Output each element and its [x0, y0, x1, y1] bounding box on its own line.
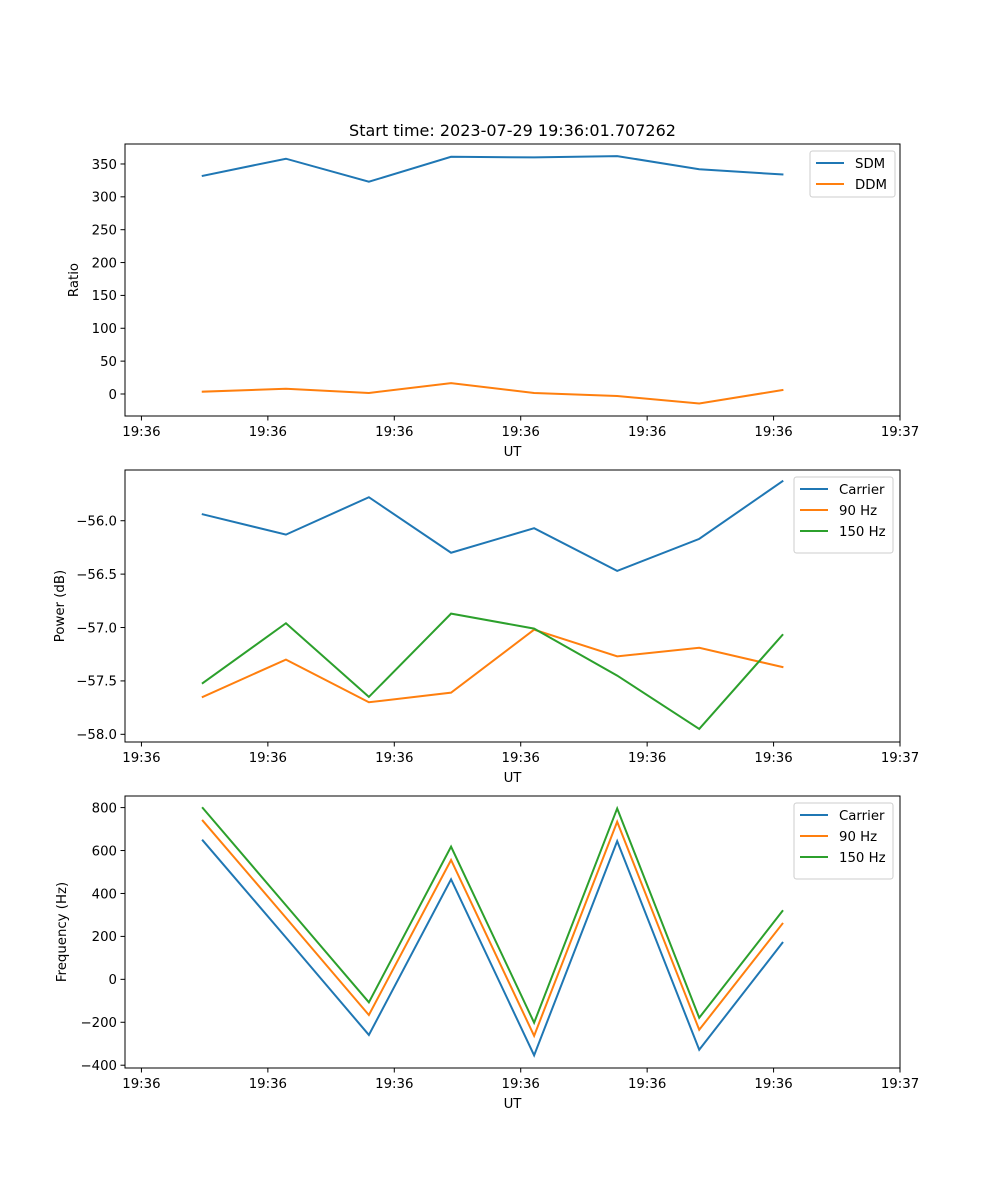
- x-tick-label: 19:36: [249, 425, 287, 440]
- x-tick-label: 19:36: [502, 751, 540, 766]
- y-tick-label: 300: [92, 191, 117, 206]
- series-line-carrier: [201, 838, 784, 1058]
- legend-label: DDM: [855, 178, 887, 193]
- y-tick-label: 50: [100, 355, 117, 370]
- x-tick-label: 19:36: [628, 751, 666, 766]
- legend-box: [793, 802, 894, 880]
- x-tick-label: 19:36: [502, 1077, 540, 1092]
- y-tick-label: −57.5: [76, 675, 117, 690]
- series-line-carrier: [201, 479, 784, 573]
- legend-label: Carrier: [839, 809, 885, 824]
- y-axis-label: Power (dB): [53, 570, 68, 642]
- x-tick-label: 19:36: [249, 1077, 287, 1092]
- x-tick-label: 19:36: [375, 1077, 413, 1092]
- x-tick-label: 19:36: [375, 751, 413, 766]
- y-tick-label: 0: [109, 973, 117, 988]
- y-tick-label: 100: [92, 322, 117, 337]
- x-tick-label: 19:37: [881, 751, 919, 766]
- y-tick-label: −400: [80, 1059, 117, 1074]
- legend: SDM DDM: [809, 150, 896, 198]
- y-tick-label: 150: [92, 289, 117, 304]
- x-tick-label: 19:36: [754, 425, 792, 440]
- x-tick-label: 19:36: [754, 1077, 792, 1092]
- x-axis-label: UT: [504, 445, 523, 460]
- y-tick-label: −58.0: [76, 728, 117, 743]
- axes-frame: [124, 143, 901, 417]
- x-tick-label: 19:36: [628, 1077, 666, 1092]
- series-line-ddm: [201, 382, 784, 405]
- legend: Carrier 90 Hz 150 Hz: [793, 802, 894, 880]
- series-line-90-hz: [201, 819, 784, 1039]
- series-line-90-hz: [201, 628, 784, 704]
- x-tick-label: 19:36: [754, 751, 792, 766]
- y-tick-label: 200: [92, 930, 117, 945]
- panel-3: 19:36 19:36 19:36 19:36 19:36 19:36 19:37 UT −40…: [55, 795, 919, 1112]
- y-tick-label: −57.0: [76, 621, 117, 636]
- panels: 19:36 19:36 19:36 19:36 19:36 19:36 19:37 UT 0 50…: [53, 143, 919, 1112]
- x-tick-label: 19:36: [122, 751, 160, 766]
- series-line-sdm: [201, 155, 784, 183]
- x-tick-label: 19:37: [881, 1077, 919, 1092]
- y-tick-label: 0: [109, 388, 117, 403]
- x-tick-label: 19:36: [249, 751, 287, 766]
- panel-2: 19:36 19:36 19:36 19:36 19:36 19:36 19:37 UT −58…: [53, 469, 919, 786]
- x-tick-label: 19:36: [628, 425, 666, 440]
- series-line-150-hz: [201, 612, 784, 731]
- legend-label: 90 Hz: [839, 830, 877, 845]
- y-tick-label: 600: [92, 844, 117, 859]
- axes-frame: [124, 469, 901, 743]
- legend-label: Carrier: [839, 483, 885, 498]
- legend-box: [793, 476, 894, 554]
- panel-1: 19:36 19:36 19:36 19:36 19:36 19:36 19:37 UT 0 50…: [67, 143, 919, 460]
- y-tick-label: −56.5: [76, 568, 117, 583]
- y-tick-label: 200: [92, 256, 117, 271]
- legend-label: 150 Hz: [839, 525, 886, 540]
- legend-label: 150 Hz: [839, 851, 886, 866]
- y-tick-label: −200: [80, 1016, 117, 1031]
- legend-label: SDM: [855, 157, 885, 172]
- legend: Carrier 90 Hz 150 Hz: [793, 476, 894, 554]
- x-tick-label: 19:36: [502, 425, 540, 440]
- y-axis-label: Ratio: [67, 263, 82, 297]
- y-tick-label: 800: [92, 801, 117, 816]
- y-axis-label: Frequency (Hz): [55, 882, 70, 982]
- axes-frame: [124, 795, 901, 1069]
- y-tick-label: 400: [92, 887, 117, 902]
- x-tick-label: 19:36: [122, 1077, 160, 1092]
- y-tick-label: −56.0: [76, 515, 117, 530]
- x-axis-label: UT: [504, 771, 523, 786]
- legend-label: 90 Hz: [839, 504, 877, 519]
- x-tick-label: 19:36: [122, 425, 160, 440]
- x-tick-label: 19:36: [375, 425, 413, 440]
- chart-title: Start time: 2023-07-29 19:36:01.707262: [349, 121, 676, 140]
- x-tick-label: 19:37: [881, 425, 919, 440]
- x-axis-label: UT: [504, 1097, 523, 1112]
- y-tick-label: 350: [92, 158, 117, 173]
- series-line-150-hz: [201, 805, 784, 1026]
- y-tick-label: 250: [92, 223, 117, 238]
